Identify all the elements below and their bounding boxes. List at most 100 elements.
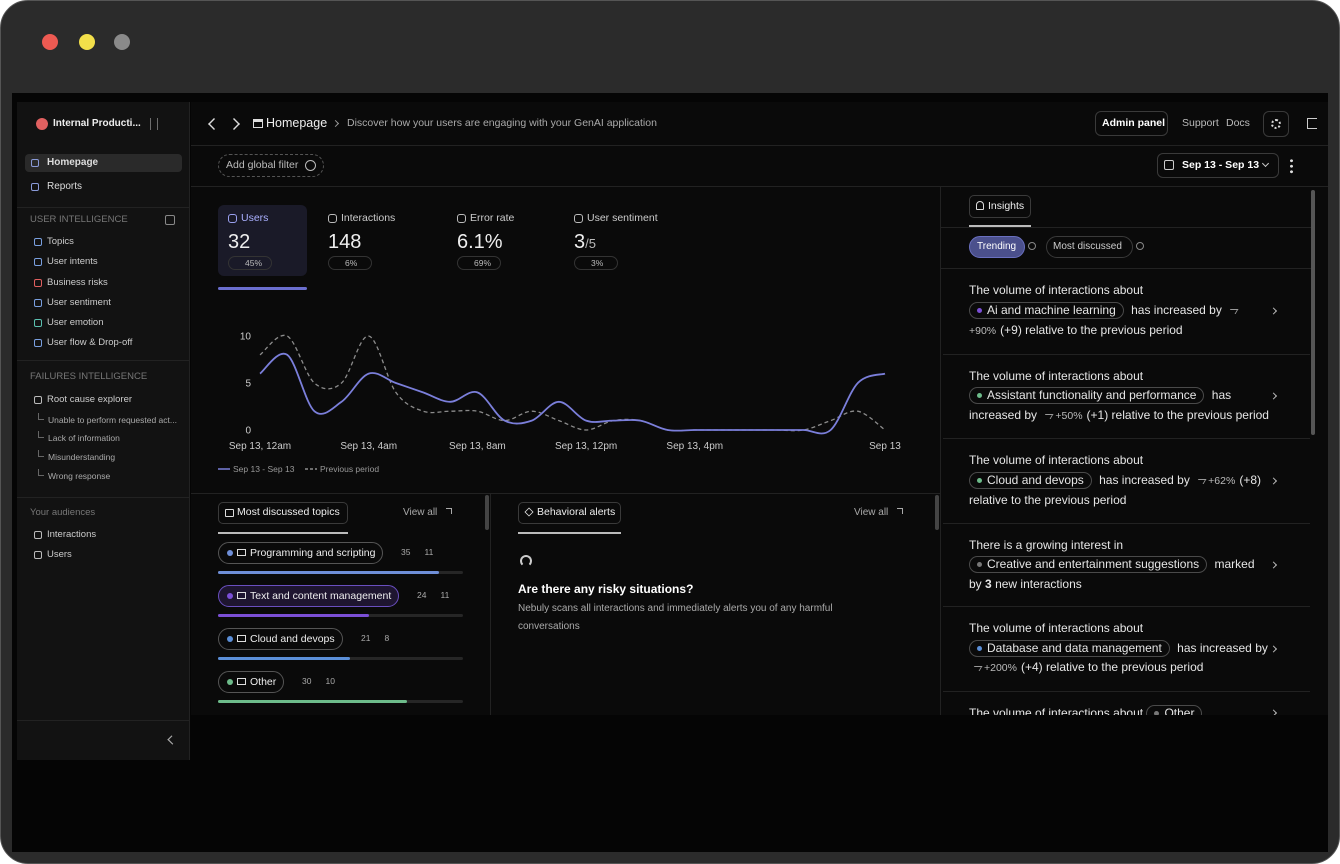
divider — [191, 493, 940, 494]
insight-card[interactable]: The volume of interactions about Other — [943, 692, 1310, 716]
insight-card[interactable]: The volume of interactions about Ai and … — [943, 269, 1310, 355]
breadcrumb[interactable]: Homepage — [266, 116, 328, 131]
topic-name: Programming and scripting — [250, 547, 376, 559]
change: +62% — [1195, 475, 1235, 487]
tab[interactable] — [218, 502, 348, 524]
edit-icon[interactable] — [165, 215, 175, 225]
nav-item[interactable]: Homepage — [47, 156, 99, 168]
topic-bar — [218, 700, 407, 703]
filter-chip-label[interactable]: Most discussed — [1053, 240, 1122, 252]
folder-icon — [237, 678, 246, 685]
users-count: 11 — [424, 547, 434, 557]
date-button[interactable] — [1157, 153, 1279, 178]
panel-title[interactable]: Most discussed topics — [237, 506, 340, 519]
admin-panel-label[interactable]: Admin panel — [1102, 117, 1166, 130]
topic-bar — [218, 614, 370, 617]
topic-pill[interactable]: Programming and scripting — [218, 542, 384, 564]
sidebar-item[interactable]: User flow & Drop-off — [47, 337, 133, 349]
topic-pill[interactable]: Other — [218, 671, 285, 693]
filter-active[interactable] — [969, 236, 1025, 258]
change-value: +50% — [1055, 409, 1083, 422]
chevron — [1269, 709, 1278, 715]
chevron — [1269, 307, 1278, 315]
item-icon — [34, 238, 42, 246]
sidebar-item[interactable]: Topics — [47, 236, 74, 248]
topic-dot — [977, 645, 982, 651]
insight-card[interactable]: The volume of interactions about Cloud a… — [943, 439, 1310, 524]
tree-connector — [38, 450, 44, 457]
kpi-value: 32 — [228, 230, 251, 253]
kpi-label[interactable]: Interactions — [341, 212, 396, 225]
tab-underline — [518, 532, 621, 534]
kpi-change: 45% — [228, 256, 272, 270]
sidebar-item[interactable]: Business risks — [47, 277, 108, 289]
logout-button[interactable] — [1307, 118, 1317, 129]
add-icon — [305, 160, 316, 171]
window-control[interactable] — [114, 34, 130, 50]
sidebar-item[interactable]: User sentiment — [47, 297, 111, 309]
sidebar-subitem[interactable]: Misunderstanding — [48, 451, 116, 462]
topic-pill: Other — [1146, 704, 1203, 716]
more-button[interactable] — [1290, 158, 1293, 174]
filter-button[interactable] — [218, 154, 324, 177]
tab[interactable] — [969, 195, 1031, 218]
sidebar-subitem[interactable]: Lack of information — [48, 432, 120, 443]
insight-card[interactable]: The volume of interactions about Assista… — [943, 355, 1310, 439]
sidebar-subitem[interactable]: Wrong response — [48, 470, 111, 481]
trend-icon — [971, 666, 983, 671]
topic-pill: Creative and entertainment suggestions — [969, 556, 1208, 573]
trend-icon — [1227, 308, 1239, 314]
insight-card[interactable]: There is a growing interest in Creative … — [943, 524, 1310, 607]
topic-pill[interactable]: Text and content management — [218, 585, 400, 607]
panel-title[interactable]: Behavioral alerts — [537, 506, 616, 519]
help-icon — [1136, 242, 1144, 250]
kpi-underline — [218, 287, 307, 290]
workspace-name[interactable]: Internal Producti... — [53, 117, 141, 129]
kpi-label[interactable]: Error rate — [470, 212, 515, 225]
kpi-icon — [328, 214, 337, 223]
insights-tab[interactable]: Insights — [988, 200, 1025, 213]
section-title: FAILURES INTELLIGENCE — [30, 371, 148, 383]
filter-label[interactable]: Add global filter — [226, 159, 299, 172]
tab[interactable] — [518, 502, 621, 524]
window-control[interactable] — [42, 34, 58, 50]
radar-icon — [520, 555, 532, 567]
nav-active — [25, 154, 182, 172]
sidebar-item[interactable]: Interactions — [47, 529, 97, 541]
docs-link[interactable]: Docs — [1226, 117, 1250, 130]
folder-icon — [237, 635, 246, 642]
kpi-change: 3% — [574, 256, 618, 270]
sidebar-subitem[interactable]: Unable to perform requested act... — [48, 414, 177, 425]
topic-name: Other — [1164, 705, 1195, 716]
workspace-switch[interactable] — [150, 118, 158, 130]
view-all[interactable]: View all — [854, 506, 889, 518]
admin-button[interactable] — [1095, 111, 1168, 136]
sidebar-item[interactable]: User intents — [47, 256, 98, 268]
item-icon — [34, 319, 42, 327]
filter-chip[interactable] — [1046, 236, 1133, 258]
topic-stats: 35 11 — [393, 547, 433, 557]
settings-button[interactable] — [1263, 111, 1289, 137]
sidebar-item[interactable]: User emotion — [47, 317, 104, 329]
tree-connector — [38, 431, 44, 438]
topic-pill[interactable]: Cloud and devops — [218, 628, 343, 650]
window-control[interactable] — [79, 34, 95, 50]
topic-dot — [977, 307, 982, 313]
sidebar-item[interactable]: Root cause explorer — [47, 394, 133, 406]
insight-card[interactable]: The volume of interactions about Databas… — [943, 607, 1310, 692]
view-all[interactable]: View all — [403, 506, 438, 518]
topic-dot — [227, 679, 233, 685]
kpi-label[interactable]: User sentiment — [587, 212, 658, 225]
sidebar-item[interactable]: Users — [47, 549, 72, 561]
topic-name: Text and content management — [250, 590, 392, 602]
divider — [941, 227, 1313, 228]
nav-item[interactable]: Reports — [47, 180, 83, 192]
filter-chip[interactable]: Trending — [977, 240, 1017, 252]
support-link[interactable]: Support — [1182, 117, 1219, 130]
date-range[interactable]: Sep 13 - Sep 13 — [1182, 159, 1260, 172]
nav-icon — [31, 183, 39, 191]
kpi-label[interactable]: Users — [241, 212, 269, 225]
topic-dot — [977, 393, 982, 399]
help-icon — [1028, 242, 1036, 250]
scrollbar — [1311, 190, 1315, 435]
